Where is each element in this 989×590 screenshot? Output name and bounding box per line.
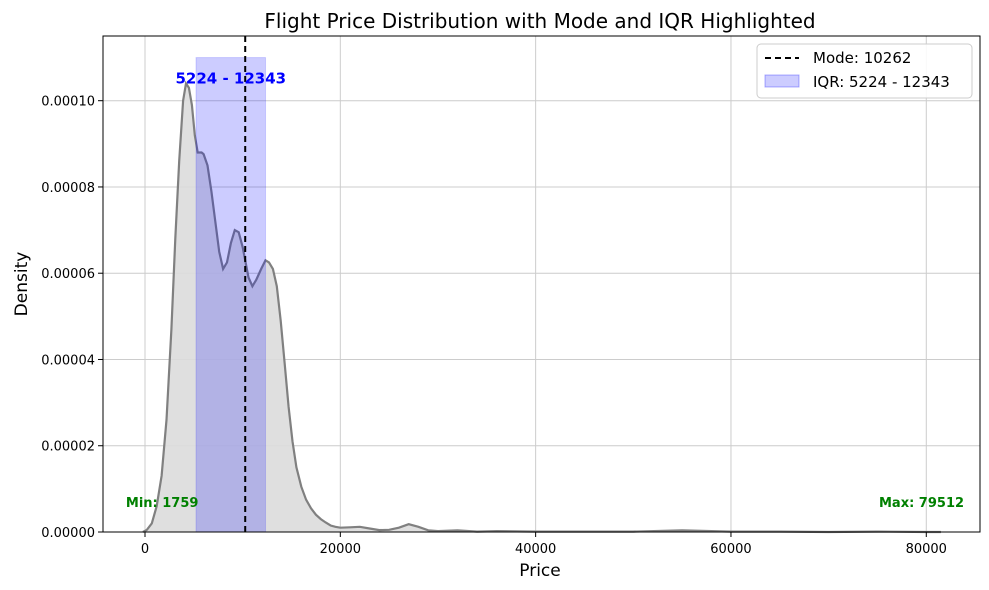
x-tick-label: 0 bbox=[141, 542, 149, 557]
min-annotation: Min: 1759 bbox=[126, 496, 199, 511]
plot-frame bbox=[102, 35, 981, 533]
max-annotation: Max: 79512 bbox=[879, 496, 964, 511]
x-tick-label: 80000 bbox=[906, 542, 947, 557]
y-tick-label: 0.00002 bbox=[41, 440, 95, 455]
legend: Mode: 10262 IQR: 5224 - 12343 bbox=[756, 43, 973, 99]
legend-iqr-label: IQR: 5224 - 12343 bbox=[813, 73, 950, 91]
x-tick-label: 20000 bbox=[320, 542, 361, 557]
y-tick-label: 0.00008 bbox=[41, 181, 95, 196]
y-tick-label: 0.00010 bbox=[41, 95, 95, 110]
plot-area: 5224 - 12343 Min: 1759 Max: 79512 bbox=[126, 36, 964, 534]
density-area bbox=[143, 83, 941, 533]
y-axis-label: Density bbox=[12, 252, 32, 317]
iqr-band bbox=[195, 57, 267, 533]
x-axis-label: Price bbox=[519, 561, 560, 581]
y-tick-label: 0.00000 bbox=[41, 526, 95, 541]
legend-frame bbox=[756, 43, 973, 99]
x-tick-label: 60000 bbox=[710, 542, 751, 557]
x-tick-label: 40000 bbox=[515, 542, 556, 557]
legend-mode-label: Mode: 10262 bbox=[813, 49, 911, 67]
y-tick-label: 0.00006 bbox=[41, 267, 95, 282]
chart-title: Flight Price Distribution with Mode and … bbox=[264, 9, 815, 33]
iqr-label: 5224 - 12343 bbox=[175, 70, 286, 88]
axes: 0 20000 40000 60000 80000 0.00000 0.00002 0.000… bbox=[41, 35, 981, 557]
density-line bbox=[142, 80, 941, 534]
y-tick-label: 0.00004 bbox=[41, 353, 95, 368]
legend-iqr-swatch bbox=[764, 74, 800, 88]
